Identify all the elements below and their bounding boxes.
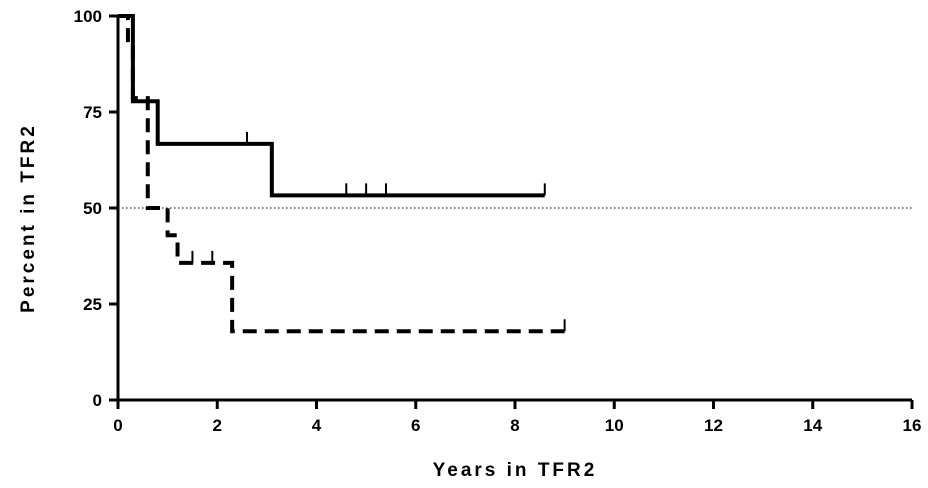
y-tick-label: 25	[83, 295, 102, 314]
y-tick-label: 0	[93, 391, 102, 410]
y-tick-label: 100	[74, 7, 102, 26]
y-tick-label: 75	[83, 103, 102, 122]
x-tick-label: 0	[113, 416, 122, 435]
x-axis-title: Years in TFR2	[433, 460, 598, 481]
x-tick-label: 6	[411, 416, 420, 435]
x-tick-label: 4	[312, 416, 322, 435]
series-1-line	[118, 14, 545, 198]
x-tick-label: 8	[510, 416, 519, 435]
y-tick-label: 50	[83, 199, 102, 218]
x-tick-label: 12	[704, 416, 723, 435]
axis-layer: 0 2 4 6 8 10 12 14 16 0 25 50 75 100	[74, 7, 922, 435]
y-axis-title: Percent in TFR2	[18, 123, 39, 313]
series-layer	[118, 14, 566, 334]
x-tick-label: 10	[605, 416, 624, 435]
x-tick-label: 16	[903, 416, 922, 435]
x-tick-label: 14	[803, 416, 822, 435]
series-2-line	[118, 14, 565, 334]
x-tick-label: 2	[213, 416, 222, 435]
